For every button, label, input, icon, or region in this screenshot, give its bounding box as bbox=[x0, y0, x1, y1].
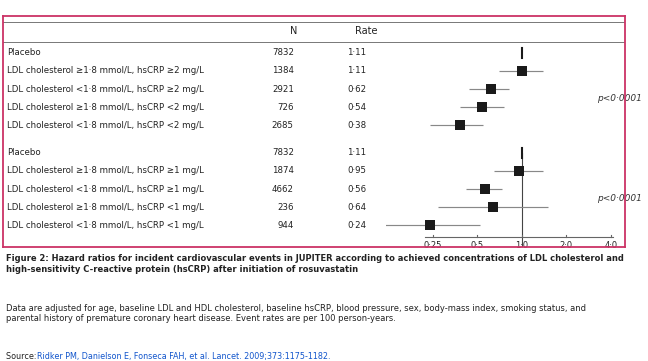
Text: 4662: 4662 bbox=[272, 184, 294, 193]
Point bbox=[488, 204, 498, 210]
Text: Rate: Rate bbox=[355, 26, 378, 36]
Text: p<0·0001: p<0·0001 bbox=[597, 193, 642, 203]
Text: Ridker PM, Danielson E, Fonseca FAH, et al. Lancet. 2009;373:1175-1182.: Ridker PM, Danielson E, Fonseca FAH, et … bbox=[38, 352, 331, 361]
Text: 0·38: 0·38 bbox=[347, 121, 366, 130]
Text: 1·11: 1·11 bbox=[347, 66, 366, 75]
Text: 0·95: 0·95 bbox=[347, 166, 366, 175]
Text: Data are adjusted for age, baseline LDL and HDL cholesterol, baseline hsCRP, blo: Data are adjusted for age, baseline LDL … bbox=[6, 304, 586, 323]
Text: LDL cholesterol ≥1·8 mmol/L, hsCRP <2 mg/L: LDL cholesterol ≥1·8 mmol/L, hsCRP <2 mg… bbox=[7, 103, 204, 112]
Text: LDL cholesterol ≥1·8 mmol/L, hsCRP ≥1 mg/L: LDL cholesterol ≥1·8 mmol/L, hsCRP ≥1 mg… bbox=[7, 166, 204, 175]
Text: 0·24: 0·24 bbox=[347, 221, 366, 230]
Point bbox=[513, 168, 524, 174]
Point bbox=[425, 223, 435, 229]
Text: 0·54: 0·54 bbox=[347, 103, 366, 112]
Text: 1384: 1384 bbox=[272, 66, 294, 75]
Text: Source:: Source: bbox=[6, 352, 40, 361]
Text: LDL cholesterol <1·8 mmol/L, hsCRP ≥1 mg/L: LDL cholesterol <1·8 mmol/L, hsCRP ≥1 mg… bbox=[7, 184, 204, 193]
Point bbox=[516, 68, 527, 74]
Text: 2685: 2685 bbox=[272, 121, 294, 130]
Text: 1·11: 1·11 bbox=[347, 148, 366, 157]
Point bbox=[454, 122, 465, 128]
Text: 236: 236 bbox=[277, 203, 294, 212]
Text: 0·5: 0·5 bbox=[470, 240, 484, 249]
Point bbox=[477, 104, 487, 110]
Text: LDL cholesterol ≥1·8 mmol/L, hsCRP ≥2 mg/L: LDL cholesterol ≥1·8 mmol/L, hsCRP ≥2 mg… bbox=[7, 66, 204, 75]
Point bbox=[486, 86, 496, 92]
Text: 0·64: 0·64 bbox=[347, 203, 366, 212]
Text: 2921: 2921 bbox=[272, 84, 294, 93]
Text: Placebo: Placebo bbox=[7, 148, 41, 157]
Point bbox=[480, 186, 490, 192]
Text: p<0·0001: p<0·0001 bbox=[597, 93, 642, 103]
Text: 1·11: 1·11 bbox=[347, 48, 366, 57]
Text: 0·62: 0·62 bbox=[347, 84, 366, 93]
Text: 944: 944 bbox=[277, 221, 294, 230]
Text: 4·0: 4·0 bbox=[605, 240, 618, 249]
Text: Placebo: Placebo bbox=[7, 48, 41, 57]
Text: LDL cholesterol <1·8 mmol/L, hsCRP <1 mg/L: LDL cholesterol <1·8 mmol/L, hsCRP <1 mg… bbox=[7, 221, 203, 230]
Text: LDL cholesterol <1·8 mmol/L, hsCRP <2 mg/L: LDL cholesterol <1·8 mmol/L, hsCRP <2 mg… bbox=[7, 121, 203, 130]
Text: 7832: 7832 bbox=[272, 48, 294, 57]
Text: 726: 726 bbox=[277, 103, 294, 112]
Text: LDL cholesterol ≥1·8 mmol/L, hsCRP <1 mg/L: LDL cholesterol ≥1·8 mmol/L, hsCRP <1 mg… bbox=[7, 203, 204, 212]
Text: Rosuvastatin
worse: Rosuvastatin worse bbox=[575, 251, 629, 270]
Text: 7832: 7832 bbox=[272, 148, 294, 157]
Text: 1·0: 1·0 bbox=[515, 240, 528, 249]
Text: LDL cholesterol <1·8 mmol/L, hsCRP ≥2 mg/L: LDL cholesterol <1·8 mmol/L, hsCRP ≥2 mg… bbox=[7, 84, 204, 93]
Text: N: N bbox=[290, 26, 297, 36]
Text: 0·25: 0·25 bbox=[424, 240, 442, 249]
Text: 0·56: 0·56 bbox=[347, 184, 366, 193]
Text: 1874: 1874 bbox=[272, 166, 294, 175]
Text: 2·0: 2·0 bbox=[560, 240, 573, 249]
Text: Rosuvastatin
better: Rosuvastatin better bbox=[417, 251, 472, 270]
Text: Figure 2: Hazard ratios for incident cardiovascular events in JUPITER according : Figure 2: Hazard ratios for incident car… bbox=[6, 254, 624, 274]
